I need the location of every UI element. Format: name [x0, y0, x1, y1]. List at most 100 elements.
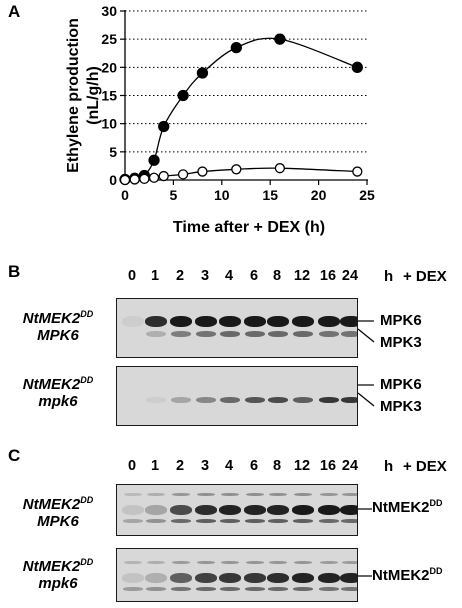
- panel-b-h-label: h: [384, 268, 394, 285]
- panel-a-letter: A: [8, 2, 21, 21]
- panel-c-blot2-genotype: NtMEK2DD mpk6: [22, 557, 94, 592]
- x-tick-label: 25: [359, 187, 375, 203]
- mpk3-band: [341, 331, 357, 337]
- lower-band: [245, 519, 265, 523]
- lane-label: 2: [175, 268, 185, 284]
- data-point-open: [231, 164, 242, 175]
- y-tick-label: 25: [101, 31, 117, 47]
- panel-b-blot2: [116, 366, 358, 426]
- data-point-filled: [196, 67, 209, 79]
- panel-b-blot1: [116, 298, 358, 358]
- panel-c-blot1-genotype: NtMEK2DD MPK6: [22, 495, 94, 530]
- upper-faint-band: [342, 561, 357, 564]
- data-point-filled: [148, 154, 160, 166]
- ntmek2-band: [219, 573, 241, 583]
- panel-b-blot1-mpk6-label: MPK6: [380, 312, 422, 329]
- lane-label: 24: [341, 268, 359, 284]
- y-tick-label: 0: [109, 172, 117, 188]
- panel-c-blot1-ntmek2-label: NtMEK2DD: [372, 498, 443, 516]
- lower-band: [123, 587, 143, 591]
- lane-label: 3: [200, 268, 210, 284]
- upper-faint-band: [197, 561, 215, 564]
- panel-b-letter: B: [8, 262, 21, 281]
- lane-label: 16: [319, 458, 337, 474]
- mpk3-band: [319, 397, 339, 403]
- mpk6-band: [145, 316, 167, 327]
- lane-label: 8: [272, 458, 282, 474]
- lower-band: [123, 519, 143, 523]
- mpk3-band: [220, 397, 240, 403]
- upper-faint-band: [124, 561, 142, 564]
- data-point-open: [352, 166, 363, 177]
- panel-c-blot2-pointer-line: [358, 575, 372, 577]
- lane-label: 1: [150, 458, 160, 474]
- panel-c-h-label: h: [384, 458, 394, 475]
- lower-band: [319, 587, 339, 591]
- lower-band: [171, 519, 191, 523]
- lane-label: 4: [224, 268, 234, 284]
- mpk3-band: [245, 397, 265, 403]
- mpk3-band: [341, 397, 357, 403]
- lower-band: [146, 587, 166, 591]
- mpk6-band: [292, 316, 314, 327]
- mpk6-band: [267, 316, 289, 327]
- upper-faint-band: [269, 493, 287, 496]
- mpk6-band: [340, 316, 357, 327]
- ntmek2-band: [292, 505, 314, 515]
- mpk6-band: [318, 316, 340, 327]
- y-tick-label: 10: [101, 116, 117, 132]
- data-point-open: [274, 163, 286, 174]
- y-tick-label: 20: [101, 59, 117, 75]
- data-point-filled: [158, 120, 170, 133]
- mpk6-band: [195, 316, 217, 327]
- mpk3-band: [171, 331, 191, 337]
- upper-faint-band: [221, 493, 239, 496]
- ntmek2-band: [170, 505, 192, 515]
- ntmek2-band: [267, 505, 289, 515]
- mpk3-band: [268, 331, 288, 337]
- ntmek2-band: [340, 505, 357, 515]
- ntmek2-band: [195, 573, 217, 583]
- mpk3-band: [293, 397, 313, 403]
- ntmek2-band: [292, 573, 314, 583]
- mpk6-band: [244, 316, 266, 327]
- upper-faint-band: [246, 493, 264, 496]
- ntmek2-band: [122, 505, 144, 515]
- panel-b-blot1-genotype: NtMEK2DD MPK6: [22, 309, 94, 344]
- lane-label: 0: [127, 268, 137, 284]
- upper-faint-band: [147, 561, 165, 564]
- upper-faint-band: [172, 561, 190, 564]
- y-axis-label: Ethylene production (nL/g/h): [65, 18, 102, 173]
- data-point-open: [197, 166, 208, 177]
- mpk6-band: [170, 316, 192, 327]
- upper-faint-band: [221, 561, 239, 564]
- panel-b-blot2-pointer-lines: [357, 384, 375, 407]
- ntmek2-band: [244, 505, 266, 515]
- x-tick-label: 10: [214, 187, 230, 203]
- ntmek2-band: [195, 505, 217, 515]
- ntmek2-band: [145, 573, 167, 583]
- panel-b-blot2-genotype: NtMEK2DD mpk6: [22, 375, 94, 410]
- lane-label: 6: [249, 458, 259, 474]
- lane-label: 4: [224, 458, 234, 474]
- y-tick-label: 15: [101, 88, 117, 104]
- ntmek2-band: [219, 505, 241, 515]
- panel-b-blot1-pointer-lines: [357, 320, 375, 343]
- lane-label: 0: [127, 458, 137, 474]
- data-point-open: [148, 172, 160, 183]
- x-tick-label: 0: [121, 187, 129, 203]
- panel-c-dex-label: + DEX: [403, 458, 447, 475]
- lower-band: [220, 587, 240, 591]
- lane-label: 3: [200, 458, 210, 474]
- panel-c-letter: C: [8, 446, 21, 465]
- mpk3-band: [268, 397, 288, 403]
- lower-band: [293, 519, 313, 523]
- lane-label: 24: [341, 458, 359, 474]
- panel-c-blot1-pointer-line: [358, 508, 372, 510]
- data-point-open: [119, 174, 131, 186]
- panel-b-blot1-mpk3-label: MPK3: [380, 334, 422, 351]
- data-point-open: [139, 173, 150, 185]
- ntmek2-band: [318, 505, 340, 515]
- x-tick-label: 5: [170, 187, 178, 203]
- lower-band: [319, 519, 339, 523]
